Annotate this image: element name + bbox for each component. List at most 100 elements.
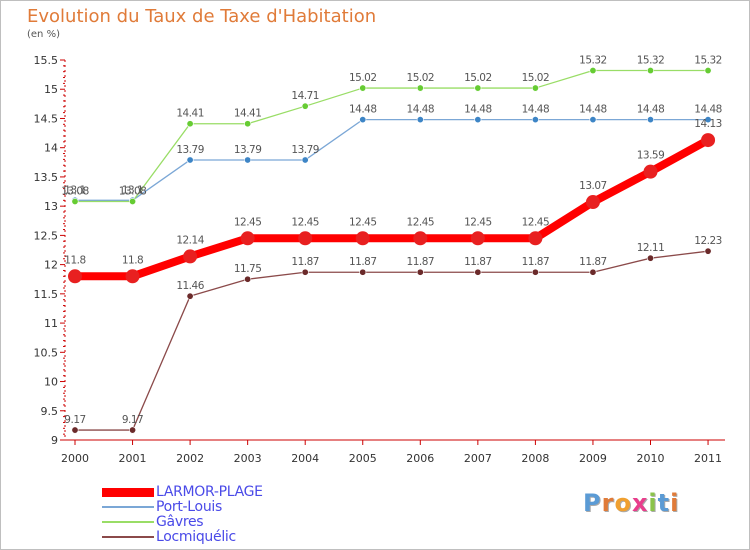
data-label-locmiqu-lic: 11.75	[234, 263, 262, 275]
data-label-locmiqu-lic: 11.87	[464, 256, 492, 268]
data-point-port-louis	[531, 116, 539, 124]
logo-letter: i	[670, 489, 680, 517]
x-tick-label: 2000	[61, 452, 89, 465]
legend-label: Locmiquélic	[156, 529, 236, 545]
proxiti-logo: Proxiti	[583, 489, 679, 517]
data-point-locmiqu-lic	[646, 254, 654, 262]
y-tick-label: 10.5	[34, 346, 59, 359]
chart-subtitle: (en %)	[27, 29, 60, 40]
data-label-larmor-plage: 11.8	[64, 254, 85, 266]
data-label-g-vres: 15.02	[407, 72, 435, 84]
series-line-locmiqu-lic	[75, 250, 709, 431]
data-label-port-louis: 14.48	[407, 104, 435, 116]
data-point-g-vres	[474, 84, 482, 92]
chart-data-labels: 9.17 9.17 11.46 11.75 11.87 11.87 11.87 11.87 11…	[61, 55, 722, 427]
data-point-larmor-plage	[643, 164, 658, 179]
data-point-larmor-plage	[528, 231, 543, 246]
x-tick-label: 2009	[579, 452, 607, 465]
data-point-larmor-plage	[183, 249, 198, 264]
data-label-larmor-plage: 12.45	[407, 216, 435, 228]
data-point-larmor-plage	[125, 269, 140, 284]
legend-label: LARMOR-PLAGE	[156, 484, 263, 500]
data-label-locmiqu-lic: 11.46	[176, 280, 204, 292]
x-tick-label: 2001	[119, 452, 147, 465]
data-label-larmor-plage: 12.45	[349, 216, 377, 228]
data-label-larmor-plage: 13.59	[637, 150, 665, 162]
x-tick-label: 2002	[176, 452, 204, 465]
x-tick-label: 2008	[521, 452, 549, 465]
data-label-port-louis: 14.48	[349, 104, 377, 116]
x-tick-label: 2007	[464, 452, 492, 465]
data-label-locmiqu-lic: 9.17	[64, 414, 85, 426]
y-tick-label: 12	[44, 259, 58, 272]
data-label-g-vres: 15.02	[464, 72, 492, 84]
legend-swatch	[102, 521, 154, 523]
y-tick-label: 12.5	[34, 229, 59, 242]
data-label-g-vres: 14.41	[234, 108, 262, 120]
data-label-larmor-plage: 12.45	[234, 216, 262, 228]
data-point-g-vres	[416, 84, 424, 92]
y-tick-label: 15	[44, 83, 58, 96]
data-point-locmiqu-lic	[244, 275, 252, 283]
x-tick-label: 2004	[291, 452, 319, 465]
y-tick-label: 11	[44, 317, 58, 330]
data-label-g-vres: 15.02	[522, 72, 550, 84]
data-label-g-vres: 13.08	[119, 185, 147, 197]
data-label-locmiqu-lic: 12.11	[637, 242, 665, 254]
legend-label: Port-Louis	[156, 499, 222, 515]
data-point-locmiqu-lic	[531, 268, 539, 276]
data-point-port-louis	[244, 156, 252, 164]
y-tick-label: 10	[44, 376, 58, 389]
data-point-g-vres	[646, 67, 654, 75]
data-point-locmiqu-lic	[359, 268, 367, 276]
data-point-g-vres	[589, 67, 597, 75]
data-point-larmor-plage	[298, 231, 313, 246]
data-point-larmor-plage	[355, 231, 370, 246]
data-label-locmiqu-lic: 11.87	[291, 256, 319, 268]
data-point-larmor-plage	[585, 195, 600, 210]
legend-swatch	[102, 536, 154, 538]
x-tick-label: 2003	[234, 452, 262, 465]
data-label-larmor-plage: 12.45	[522, 216, 550, 228]
data-label-g-vres: 13.08	[61, 185, 89, 197]
data-label-port-louis: 14.48	[464, 104, 492, 116]
data-label-port-louis: 13.1	[64, 184, 85, 196]
data-point-g-vres	[704, 67, 712, 75]
y-tick-label: 9.5	[41, 405, 59, 418]
logo-letter: t	[657, 489, 671, 517]
data-point-locmiqu-lic	[301, 268, 309, 276]
data-label-port-louis: 14.48	[579, 104, 607, 116]
logo-letter: r	[601, 489, 615, 517]
data-point-g-vres	[71, 197, 79, 205]
data-point-port-louis	[416, 116, 424, 124]
y-tick-label: 15.5	[34, 54, 59, 67]
data-label-larmor-plage: 13.07	[579, 180, 607, 192]
data-label-port-louis: 13.79	[291, 144, 319, 156]
data-label-port-louis: 14.48	[637, 104, 665, 116]
y-tick-label: 9	[51, 434, 58, 447]
data-label-larmor-plage: 12.45	[291, 216, 319, 228]
data-point-larmor-plage	[240, 231, 255, 246]
data-label-locmiqu-lic: 12.23	[694, 235, 722, 247]
data-label-larmor-plage: 12.14	[176, 234, 204, 246]
series-line-g-vres	[75, 69, 709, 203]
data-label-port-louis: 13.79	[176, 144, 204, 156]
data-label-larmor-plage: 11.8	[122, 254, 143, 266]
data-point-locmiqu-lic	[186, 292, 194, 300]
data-point-locmiqu-lic	[704, 247, 712, 255]
data-label-locmiqu-lic: 11.87	[579, 256, 607, 268]
legend-item: Gâvres	[102, 514, 204, 530]
data-point-port-louis	[589, 116, 597, 124]
data-label-g-vres: 15.32	[637, 55, 665, 67]
chart-axes: 9 9.5 10 10.5 11 11.5 12 12.5 13 13.5 14 14.5 15 15.5…	[34, 54, 725, 465]
data-point-port-louis	[359, 116, 367, 124]
data-label-larmor-plage: 14.13	[694, 118, 722, 130]
legend-item: Port-Louis	[102, 499, 222, 515]
data-label-port-louis: 14.48	[694, 104, 722, 116]
data-point-port-louis	[704, 116, 712, 124]
y-tick-label: 13.5	[34, 171, 59, 184]
logo-letter: i	[648, 489, 658, 517]
series-line-larmor-plage	[75, 136, 710, 281]
data-label-g-vres: 15.32	[579, 55, 607, 67]
